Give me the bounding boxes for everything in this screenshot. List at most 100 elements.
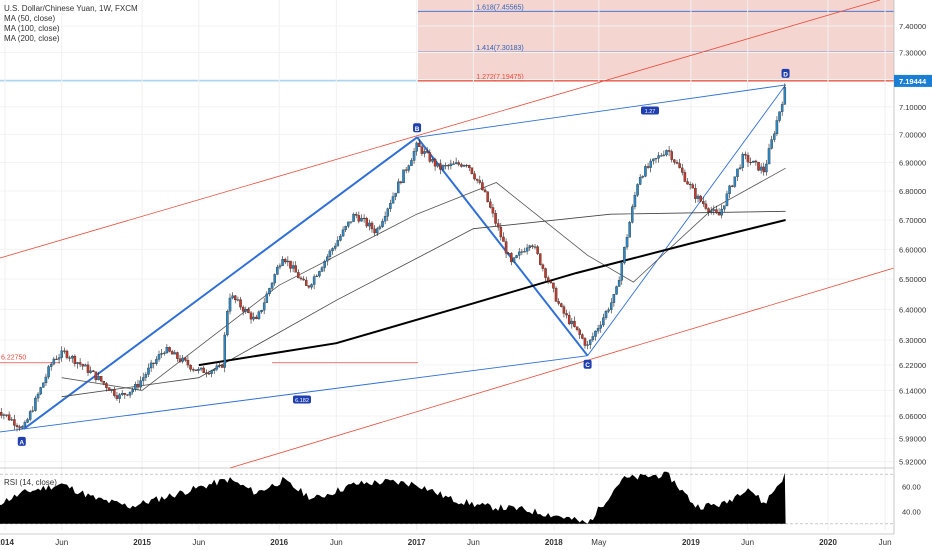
wave-label-b: B (415, 126, 420, 133)
candle (657, 152, 660, 163)
candle-body (49, 363, 53, 367)
candle (567, 311, 571, 326)
candle-body (262, 302, 266, 311)
candle-body (84, 364, 87, 367)
candle-body (588, 339, 592, 345)
candle (134, 381, 137, 392)
candle (767, 143, 771, 165)
candle (144, 371, 148, 381)
candle (360, 214, 363, 222)
candle (136, 379, 140, 391)
candle-body (210, 370, 213, 374)
candle-body (694, 187, 697, 199)
candle-body (63, 350, 66, 352)
candle-body (199, 367, 203, 370)
rsi-tick-label: 40.00 (902, 507, 921, 516)
candle-body (573, 320, 576, 327)
candle (523, 247, 526, 253)
candle (212, 368, 216, 374)
candle (662, 150, 666, 157)
candle (460, 162, 463, 168)
candle (441, 164, 445, 172)
candle (596, 324, 600, 334)
candle-body (73, 355, 77, 364)
candle-body (118, 394, 121, 399)
candle (252, 312, 255, 322)
candle-body (307, 285, 311, 288)
candle-body (144, 374, 148, 378)
channel-upper-line (0, 0, 881, 259)
candle-body (186, 360, 190, 366)
candle-body (105, 383, 108, 388)
candle (157, 350, 161, 362)
candle-body (394, 192, 397, 197)
candle-body (276, 266, 279, 275)
candle (694, 183, 697, 203)
candle (633, 191, 637, 210)
candle-body (765, 163, 768, 173)
candle-body (331, 248, 334, 252)
candle (102, 380, 106, 386)
candle-body (18, 426, 21, 429)
candle-body (0, 412, 3, 416)
candle-body (283, 258, 287, 263)
candle (0, 407, 3, 419)
candle (783, 83, 787, 105)
candle (602, 313, 605, 328)
price-tick-label: 6.70000 (899, 216, 926, 225)
candle (433, 157, 437, 171)
price-tick-label: 6.80000 (899, 187, 926, 196)
candle (236, 296, 240, 302)
time-tick-label: Jun (741, 538, 754, 547)
candle (389, 199, 392, 212)
candle-body (241, 306, 245, 312)
candle-body (128, 391, 132, 396)
candle (39, 386, 42, 396)
candle (165, 344, 169, 354)
candle-body (255, 316, 258, 319)
fib-level-label: 1.272(7.19475) (476, 74, 523, 81)
candle (481, 179, 484, 191)
candle-body (120, 393, 124, 395)
wave-label-c-bg (583, 359, 592, 369)
candle (52, 356, 56, 366)
candle-body (318, 271, 321, 277)
candle (465, 163, 468, 168)
candle (152, 362, 155, 369)
candle (60, 346, 63, 362)
candle (565, 309, 568, 319)
candle-body (239, 299, 242, 308)
candle (18, 424, 21, 431)
candle-body (123, 393, 127, 395)
candle (191, 367, 195, 373)
candle-body (762, 166, 766, 173)
candle (273, 273, 276, 286)
candle-body (155, 359, 158, 364)
candle (425, 147, 429, 154)
candle-body (707, 208, 710, 213)
candle (336, 236, 340, 247)
candle (557, 298, 560, 306)
candle-body (754, 160, 758, 163)
candle (220, 364, 224, 369)
candle-body (583, 338, 587, 346)
candle (391, 192, 395, 204)
candle-body (294, 265, 297, 273)
candle-body (386, 208, 390, 217)
candle-body (575, 326, 579, 330)
candle (42, 382, 45, 388)
candle-body (97, 376, 100, 380)
candle-body (641, 176, 645, 178)
candle-body (92, 370, 95, 372)
candle (652, 158, 655, 165)
chart-grid (0, 0, 894, 530)
candle-body (670, 151, 673, 160)
candle-body (570, 320, 574, 325)
candle (412, 147, 416, 164)
candle (415, 141, 418, 156)
candle-body (433, 159, 437, 167)
candle-body (320, 267, 324, 272)
candle (57, 353, 61, 364)
candle-body (675, 162, 679, 164)
candle-body (462, 165, 466, 167)
